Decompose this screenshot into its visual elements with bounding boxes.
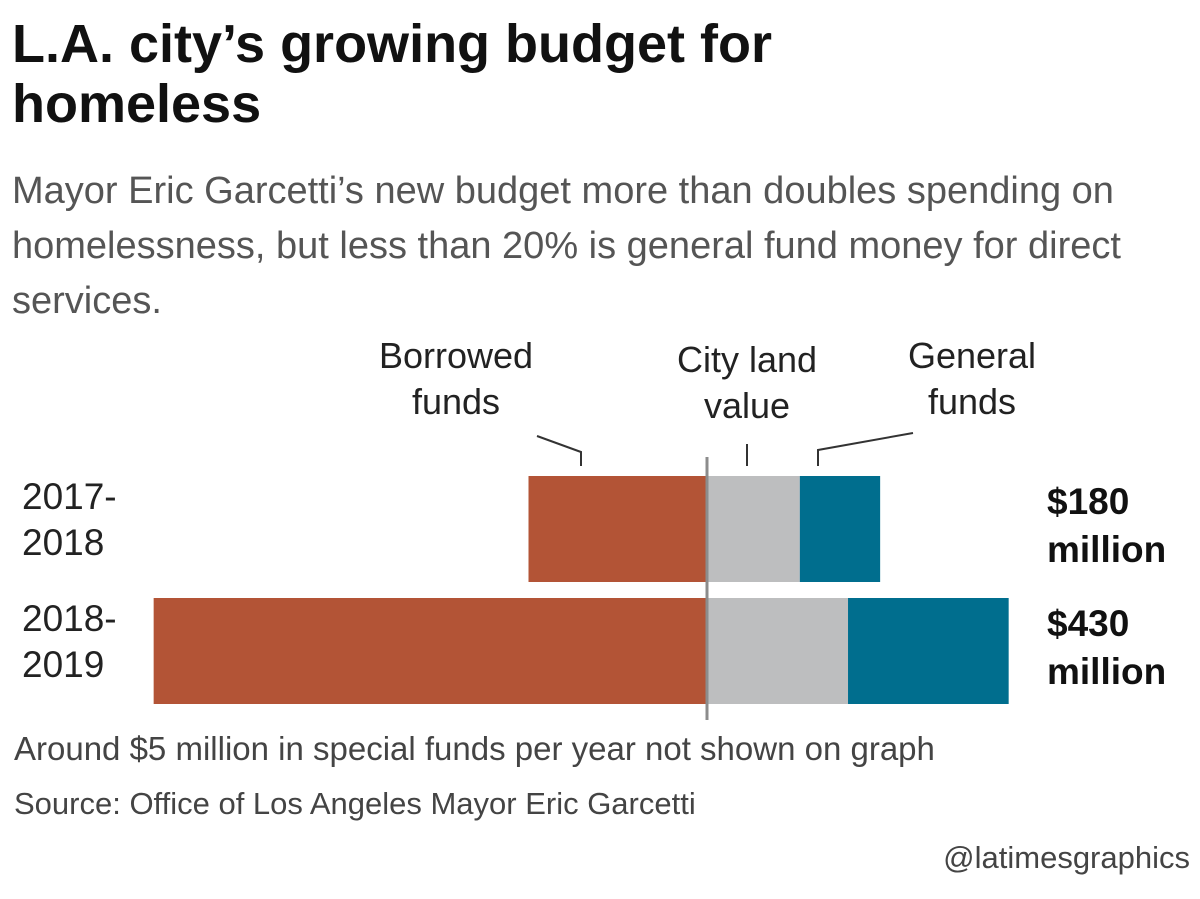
total-label: $430 million (1047, 603, 1166, 692)
credit-line: @latimesgraphics (943, 840, 1190, 875)
legend-leader-line (817, 432, 914, 466)
legend-leader-line (536, 435, 582, 466)
bar-city-land-value (707, 476, 800, 582)
bar-general-funds (799, 476, 881, 582)
source-note: Source: Office of Los Angeles Mayor Eric… (14, 786, 696, 821)
bar-borrowed-funds (153, 598, 707, 704)
bar-borrowed-funds (528, 476, 707, 582)
bar-city-land-value (707, 598, 849, 704)
legend-label-city-land-value: City land value (677, 339, 817, 426)
category-label: 2018-2019 (22, 598, 117, 685)
footnote: Around $5 million in special funds per y… (14, 730, 935, 767)
legend-label-general-funds: General funds (908, 335, 1036, 422)
chart-title: L.A. city’s growing budget for homeless (12, 14, 772, 134)
category-label: 2017-2018 (22, 476, 117, 563)
total-label: $180 million (1047, 481, 1166, 570)
legend-label-borrowed-funds: Borrowed funds (379, 335, 533, 422)
chart-subtitle: Mayor Eric Garcetti’s new budget more th… (12, 170, 1121, 322)
bar-general-funds (848, 598, 1009, 704)
